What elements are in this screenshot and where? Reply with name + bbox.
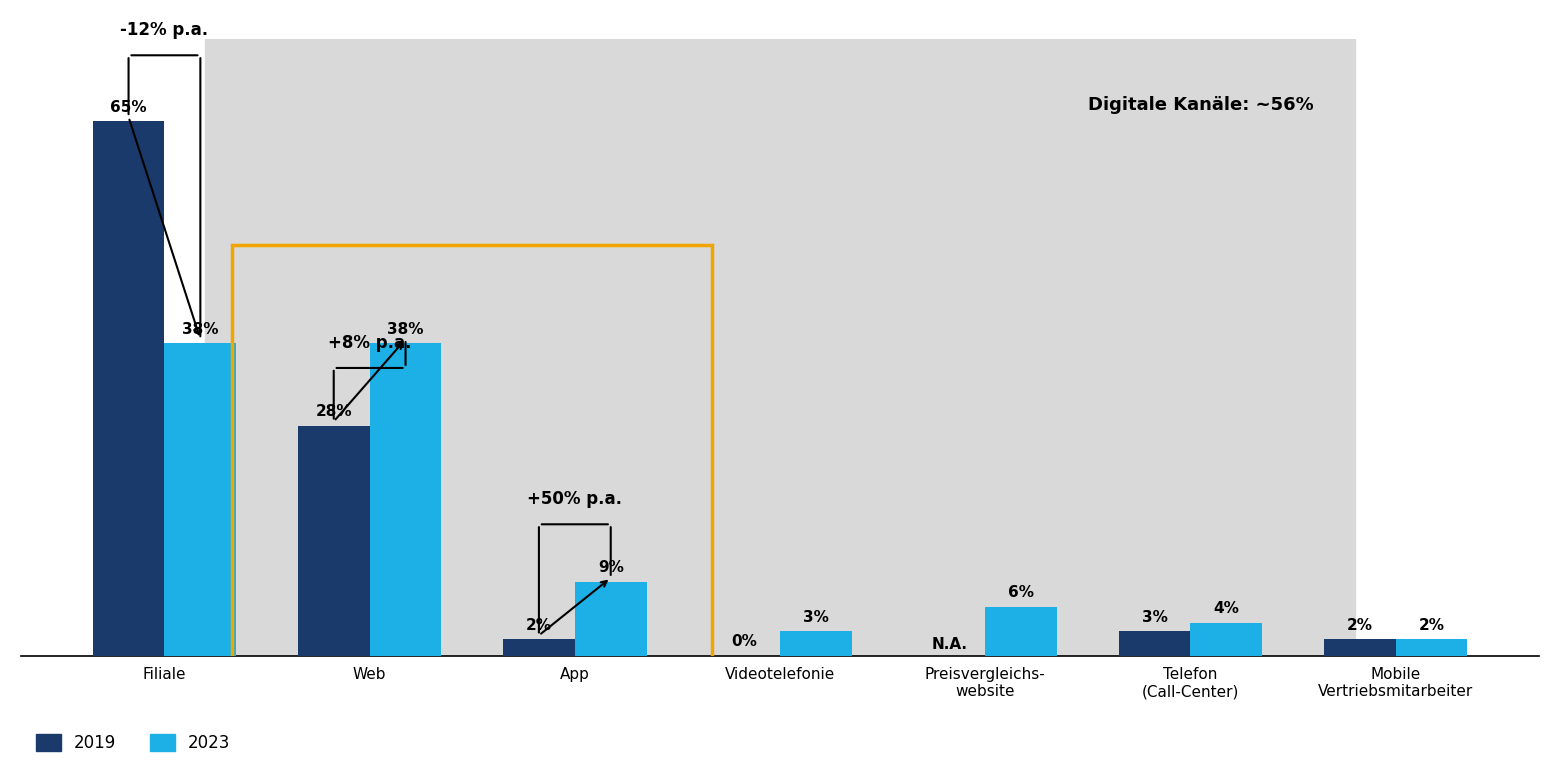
Bar xyxy=(164,343,236,656)
Bar xyxy=(574,582,647,656)
Legend: 2019, 2023: 2019, 2023 xyxy=(30,727,237,759)
Bar xyxy=(986,607,1058,656)
Bar xyxy=(370,343,441,656)
Bar xyxy=(1324,639,1396,656)
Text: 3%: 3% xyxy=(1142,610,1167,625)
Bar xyxy=(780,631,852,656)
Text: 9%: 9% xyxy=(597,560,624,575)
Text: 2%: 2% xyxy=(1418,618,1445,633)
Bar xyxy=(1396,639,1468,656)
Text: +8% p.a.: +8% p.a. xyxy=(328,334,412,352)
Text: Digitale Kanäle: ~56%: Digitale Kanäle: ~56% xyxy=(1087,96,1314,114)
Bar xyxy=(1190,623,1262,656)
Text: 28%: 28% xyxy=(315,404,353,419)
Bar xyxy=(298,425,370,656)
Bar xyxy=(502,639,574,656)
Text: 3%: 3% xyxy=(803,610,828,625)
Text: 65%: 65% xyxy=(111,99,147,115)
Text: -12% p.a.: -12% p.a. xyxy=(120,21,209,39)
Bar xyxy=(92,121,164,656)
Text: N.A.: N.A. xyxy=(931,637,967,652)
Bar xyxy=(206,39,1354,656)
Text: 6%: 6% xyxy=(1008,585,1034,600)
Text: +50% p.a.: +50% p.a. xyxy=(527,490,622,508)
Text: 38%: 38% xyxy=(387,322,424,337)
Text: 4%: 4% xyxy=(1214,601,1239,616)
Bar xyxy=(1119,631,1190,656)
Text: 2%: 2% xyxy=(1346,618,1373,633)
Text: 2%: 2% xyxy=(526,618,552,633)
Text: 0%: 0% xyxy=(732,634,757,650)
Text: 38%: 38% xyxy=(183,322,218,337)
